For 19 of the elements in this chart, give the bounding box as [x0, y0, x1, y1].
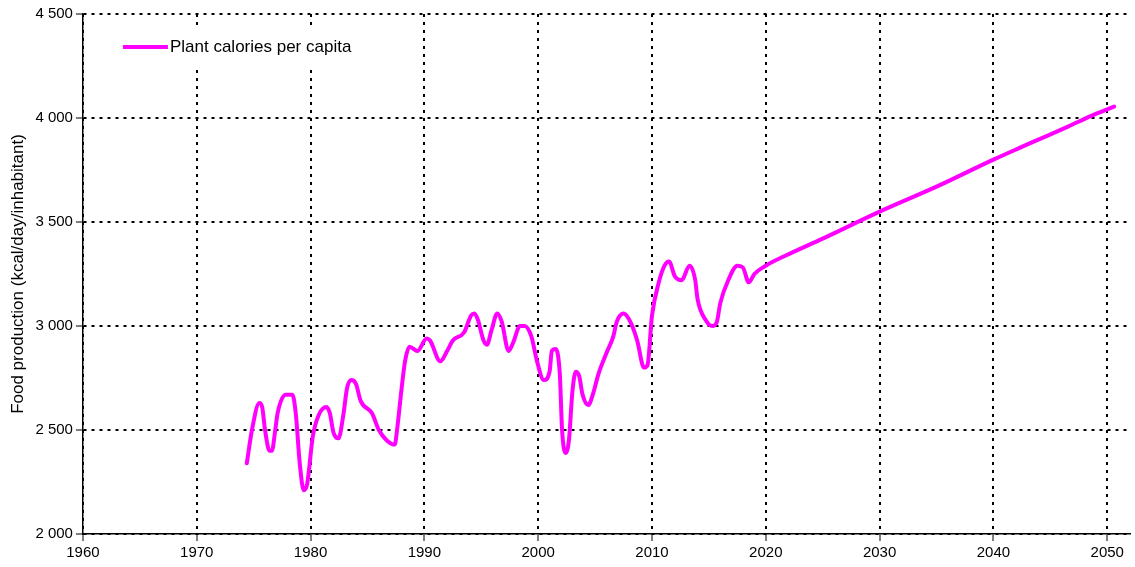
y-axis-title: Food production (kcal/day/inhabitant): [7, 134, 27, 414]
x-tick-label: 1960: [66, 543, 100, 561]
y-tick-label: 4 000: [35, 108, 73, 126]
y-tick-label: 2 000: [35, 524, 73, 542]
x-tick-label: 2010: [635, 543, 669, 561]
x-tick-label: 1980: [293, 543, 328, 561]
y-tick-label: 4 500: [35, 4, 73, 22]
x-tick-label: 2030: [862, 543, 897, 561]
legend-label: Plant calories per capita: [169, 36, 352, 56]
x-tick-label: 1970: [180, 543, 214, 561]
x-tick-label: 1990: [407, 543, 442, 561]
x-tick-label: 2040: [976, 543, 1011, 561]
y-tick-label: 3 500: [35, 212, 73, 230]
x-tick-label: 2000: [521, 543, 555, 561]
x-tick-label: 2050: [1090, 543, 1124, 561]
y-tick-label: 2 500: [35, 420, 73, 438]
line-series: [244, 104, 1117, 493]
y-tick-label: 3 000: [35, 316, 73, 334]
x-tick-label: 2020: [749, 543, 783, 561]
